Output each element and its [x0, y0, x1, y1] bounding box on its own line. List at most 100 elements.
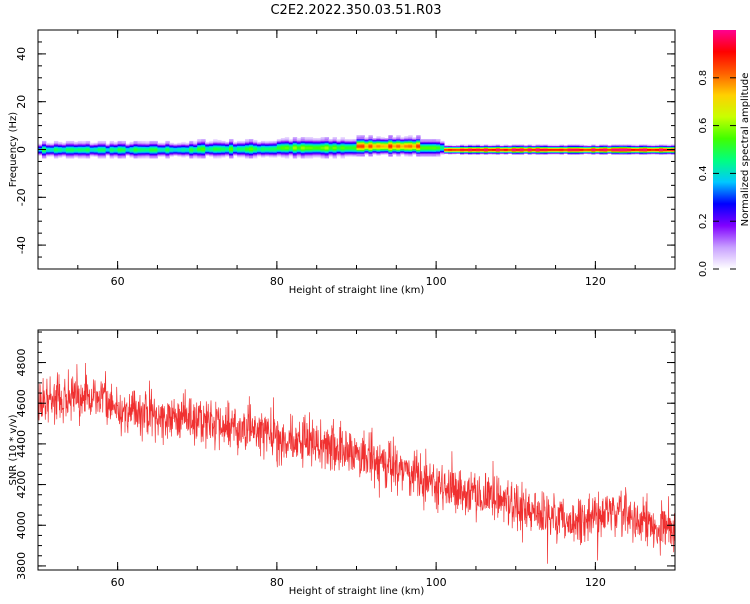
spectrogram-cell: [157, 148, 162, 150]
spectrogram-cell: [471, 146, 477, 148]
spectrogram-cell: [189, 143, 194, 146]
spectrogram-cell: [539, 152, 545, 154]
spectrogram-cell: [635, 151, 640, 153]
spectrogram-cell: [296, 147, 302, 149]
spectrogram-cell: [659, 150, 664, 152]
spectrogram-cell: [611, 146, 616, 148]
spectrogram-cell: [189, 154, 194, 156]
spectrogram-cell: [448, 152, 453, 154]
spectrogram-cell: [627, 149, 632, 151]
spectrogram-cell: [340, 151, 345, 153]
spectrogram-cell: [229, 152, 234, 154]
spectrogram-cell: [324, 154, 330, 156]
spectrogram-cell: [256, 150, 262, 152]
spectrogram-cell: [217, 139, 222, 142]
spectrogram-cell: [467, 152, 473, 154]
spectrogram-cell: [221, 144, 226, 147]
spectrogram-cell: [237, 147, 242, 149]
spectrogram-cell: [456, 151, 461, 153]
spectrogram-cell: [93, 145, 99, 148]
spectrogram-cell: [555, 150, 560, 152]
spectrogram-cell: [165, 143, 170, 146]
spectrogram-cell: [400, 153, 405, 155]
spectrogram-cell: [117, 153, 123, 155]
spectrogram-cell: [53, 156, 59, 158]
spectrogram-cell: [213, 141, 218, 144]
spectrogram-cell: [631, 149, 636, 151]
spectrogram-cell: [603, 146, 608, 148]
spectrogram-cell: [392, 142, 397, 145]
spectrogram-cell: [420, 151, 425, 153]
spectrogram-cell: [416, 154, 421, 156]
spectrogram-cell: [511, 145, 517, 148]
spectrogram-cell: [595, 151, 600, 153]
spectrogram-cell: [491, 147, 497, 149]
spectrogram-cell: [340, 153, 345, 155]
spectrogram-cell: [260, 143, 266, 146]
spectrogram-cell: [312, 149, 318, 151]
spectrogram-cell: [241, 141, 246, 144]
spectrogram-cell: [81, 144, 87, 147]
spectrogram-cell: [452, 146, 457, 148]
spectrogram-cell: [113, 153, 119, 155]
spectrogram-cell: [233, 142, 238, 145]
spectrogram-cell: [396, 151, 401, 153]
spectrogram-cell: [137, 144, 142, 147]
spectrogram-cell: [89, 154, 95, 156]
spectrogram-cell: [615, 151, 620, 153]
spectrogram-cell: [364, 138, 369, 140]
spectrogram-cell: [384, 143, 389, 146]
spectrogram-cell: [324, 152, 330, 154]
spectrogram-cell: [643, 151, 648, 153]
spectrogram-cell: [245, 141, 250, 144]
spectrogram-cell: [396, 148, 401, 150]
spectrogram-cell: [292, 157, 298, 159]
spectrogram-cell: [221, 148, 226, 150]
spectrogram-cell: [340, 142, 345, 145]
spectrogram-cell: [69, 142, 75, 145]
spectrogram-cell: [324, 145, 330, 148]
spectrogram-cell: [276, 144, 282, 147]
colorbar-tick-label: 0.6: [698, 118, 709, 134]
spectrogram-cell: [360, 137, 365, 139]
spectrogram-cell: [332, 154, 337, 156]
spectrogram-cell: [312, 155, 318, 157]
spectrogram-cell: [344, 151, 349, 153]
spectrogram-cell: [296, 156, 302, 158]
spectrogram-cell: [348, 141, 353, 144]
spectrogram-cell: [376, 136, 381, 138]
spectrogram-cell: [491, 144, 497, 147]
spectrogram-cell: [53, 141, 59, 144]
spectrogram-cell: [356, 137, 361, 139]
spectrogram-cell: [432, 145, 437, 148]
spectrogram-cell: [611, 153, 616, 155]
spectrogram-cell: [627, 153, 632, 155]
spectrogram-cell: [217, 144, 222, 147]
spectrogram-cell: [408, 138, 413, 140]
spectrogram-cell: [304, 155, 310, 157]
spectrogram-cell: [264, 144, 270, 147]
spectrogram-cell: [463, 149, 469, 151]
spectrogram-cell: [372, 151, 377, 153]
spectrogram-cell: [177, 152, 182, 154]
spectrogram-cell: [193, 149, 198, 151]
spectrogram-cell: [487, 153, 493, 155]
spectrogram-cell: [595, 144, 600, 147]
spectrogram-cell: [475, 153, 481, 155]
spectrogram-cell: [623, 149, 628, 151]
spectrogram-cell: [245, 150, 250, 152]
spectrogram-cell: [543, 146, 548, 148]
spectrogram-cell: [571, 145, 576, 148]
spectrogram-cell: [165, 156, 170, 158]
spectrogram-cell: [408, 137, 413, 139]
spectrogram-cell: [85, 151, 91, 153]
spectrogram-cell: [77, 154, 83, 156]
spectrogram-cell: [555, 147, 560, 149]
spectrogram-cell: [416, 139, 421, 142]
spectrogram-cell: [635, 145, 640, 148]
spectrogram-cell: [432, 155, 437, 157]
spectrogram-cell: [551, 147, 556, 149]
spectrogram-cell: [49, 153, 55, 155]
spectrogram-cell: [559, 145, 564, 148]
spectrogram-cell: [400, 140, 405, 143]
